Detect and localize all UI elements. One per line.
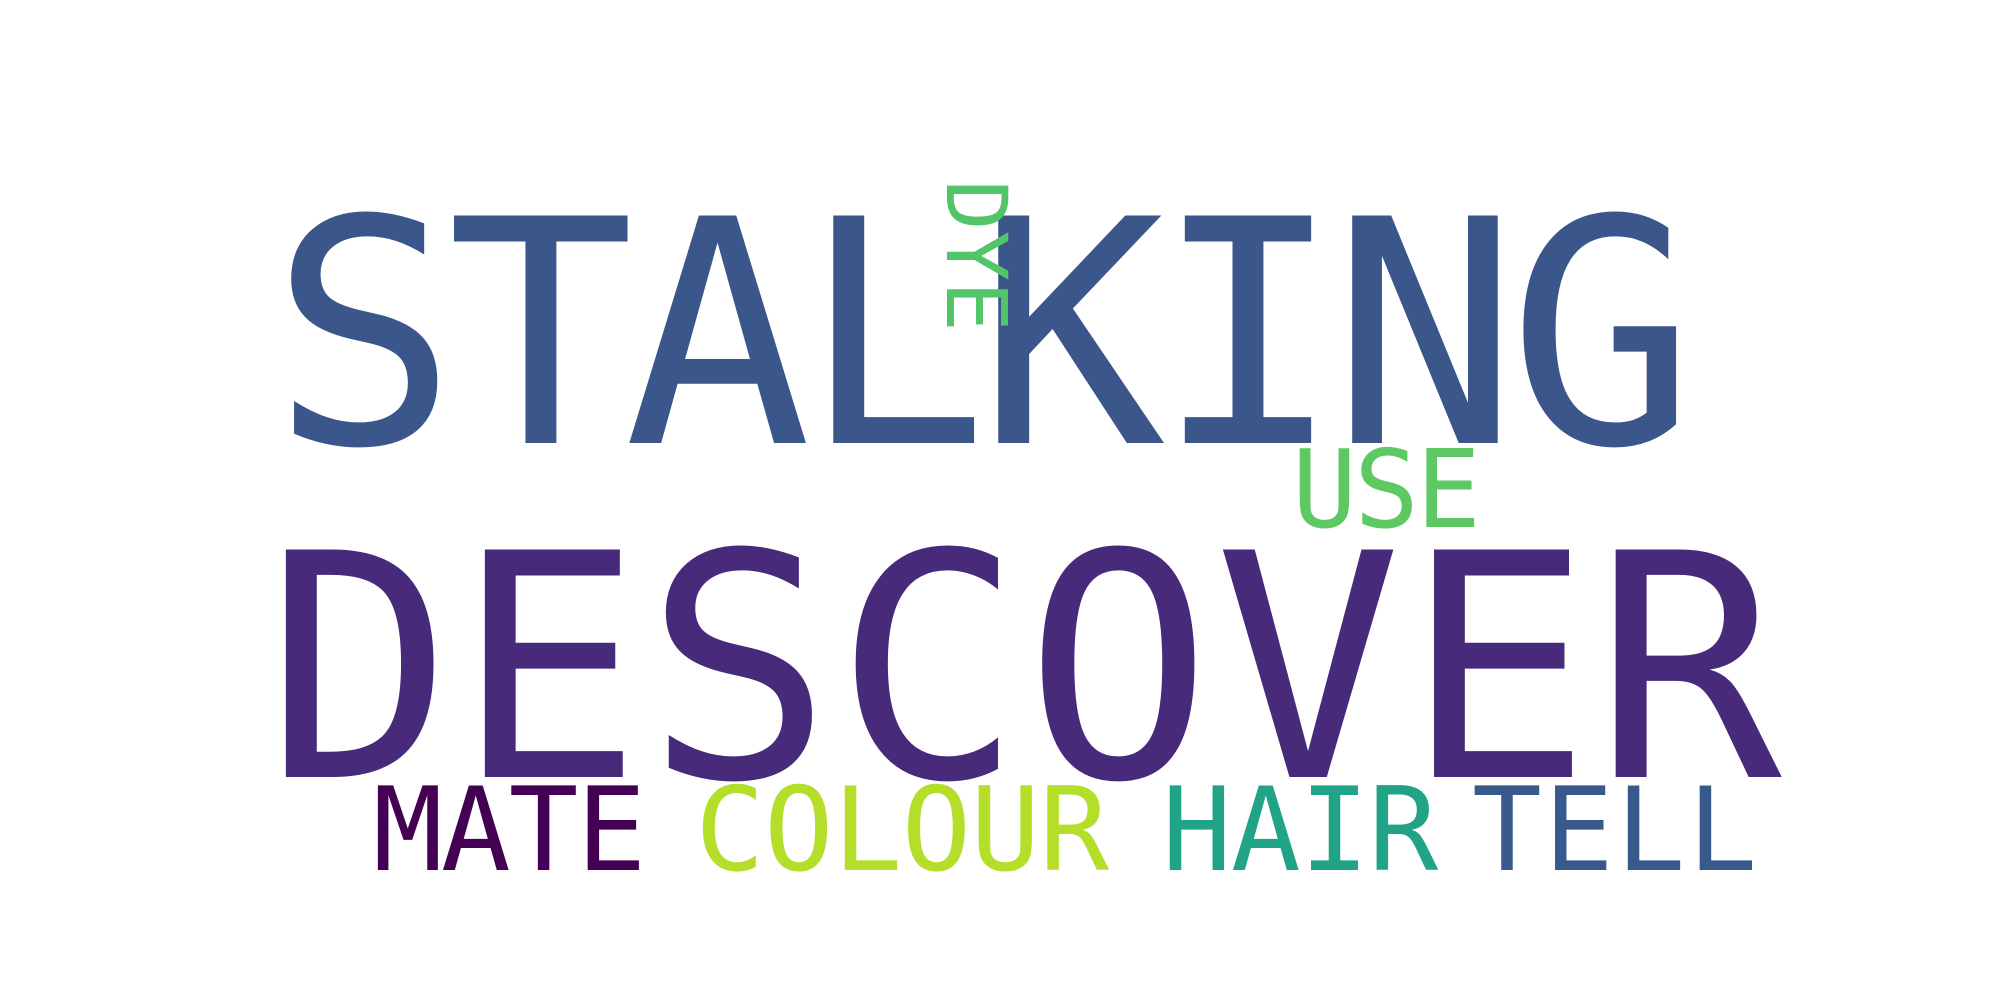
word-use: USE — [1292, 428, 1481, 553]
word-mate: MATE — [373, 763, 646, 898]
word-dye: DYE — [927, 180, 1025, 332]
word-hair: HAIR — [1162, 763, 1438, 898]
word-colour: COLOUR — [695, 763, 1109, 898]
word-stalking: STALKING — [270, 153, 1696, 517]
word-tell: TELL — [1472, 763, 1760, 898]
word-descover: DESCOVER — [265, 487, 1784, 851]
